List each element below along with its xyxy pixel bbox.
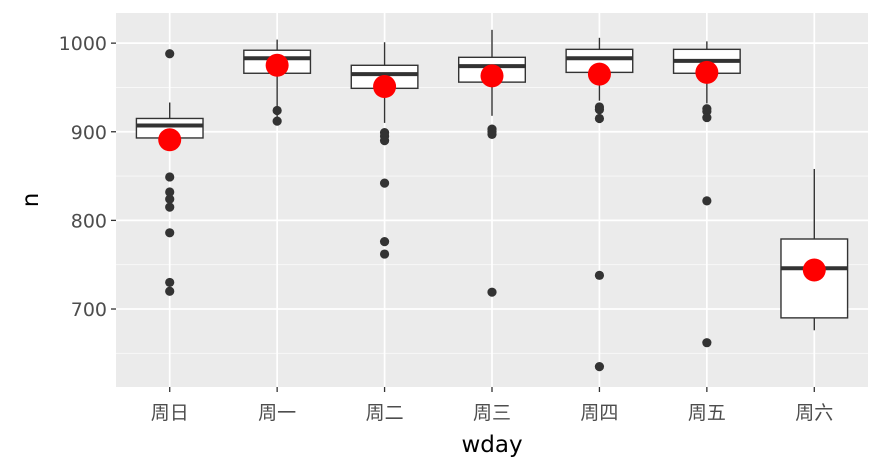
outlier-point	[165, 228, 175, 238]
y-tick-label: 900	[71, 122, 107, 144]
y-axis: 700 800 900 1000	[59, 33, 116, 321]
outlier-point	[165, 187, 175, 197]
mean-point	[158, 128, 182, 152]
x-tick-label: 周三	[473, 402, 511, 424]
x-tick-label: 周六	[795, 402, 833, 424]
outlier-point	[702, 112, 712, 123]
outlier-point	[165, 202, 175, 212]
y-tick-label: 1000	[59, 33, 107, 55]
mean-point	[587, 62, 611, 86]
mean-point	[480, 64, 504, 88]
box-iqr	[780, 238, 849, 319]
outlier-point	[487, 287, 497, 297]
box-group	[672, 41, 741, 348]
mean-point	[265, 53, 289, 77]
x-tick-label: 周五	[688, 402, 726, 424]
y-tick-label: 700	[71, 299, 107, 321]
outlier-point	[379, 178, 390, 188]
x-tick-label: 周四	[580, 402, 618, 424]
mean-point	[373, 75, 397, 99]
x-axis: 周日 周一 周二 周三 周四 周五 周六	[151, 387, 833, 424]
box-group	[135, 49, 204, 296]
outlier-point	[165, 49, 175, 59]
mean-point	[802, 258, 826, 282]
outlier-point	[272, 105, 282, 116]
outlier-point	[165, 277, 175, 288]
x-tick-label: 周二	[366, 402, 404, 424]
outlier-point	[702, 196, 712, 206]
outlier-point	[165, 172, 175, 182]
outlier-point	[594, 270, 605, 280]
mean-point	[695, 60, 719, 84]
outlier-point	[594, 362, 605, 372]
x-tick-label: 周一	[258, 402, 296, 424]
outlier-point	[379, 237, 390, 247]
x-tick-label: 周日	[151, 402, 189, 424]
outlier-point	[487, 129, 497, 140]
outlier-point	[165, 286, 175, 296]
box-group	[350, 42, 419, 259]
box-group	[565, 37, 634, 372]
outlier-point	[379, 136, 390, 146]
outlier-point	[165, 194, 175, 204]
box-group	[243, 39, 312, 126]
outlier-point	[272, 116, 282, 126]
y-tick-label: 800	[71, 210, 107, 232]
outlier-point	[594, 105, 605, 115]
box-group	[780, 168, 849, 331]
box-group	[457, 29, 527, 297]
outlier-point	[594, 113, 605, 124]
outlier-point	[702, 338, 712, 348]
x-axis-title: wday	[461, 432, 522, 458]
chart-marks	[135, 29, 849, 372]
outlier-point	[379, 249, 390, 259]
y-axis-title: n	[18, 193, 44, 208]
